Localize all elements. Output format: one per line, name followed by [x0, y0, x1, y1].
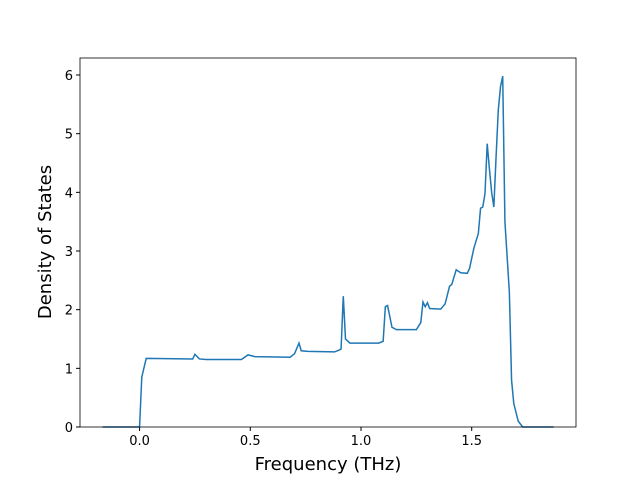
x-tick-label: 1.0	[351, 434, 372, 449]
y-tick-label: 3	[65, 245, 73, 260]
y-tick-label: 5	[65, 128, 73, 143]
y-axis-label: Density of States	[35, 165, 56, 319]
y-tick-label: 6	[65, 69, 73, 84]
y-tick-label: 2	[65, 304, 73, 319]
y-tick-label: 0	[65, 421, 73, 436]
x-tick-label: 0.0	[129, 434, 150, 449]
x-tick-label: 0.5	[240, 434, 261, 449]
y-tick-label: 1	[65, 362, 73, 377]
axes-frame	[79, 57, 577, 428]
line	[102, 76, 554, 428]
y-tick-label: 4	[65, 186, 73, 201]
x-axis-label: Frequency (THz)	[255, 454, 402, 475]
x-tick-label: 1.5	[461, 434, 482, 449]
